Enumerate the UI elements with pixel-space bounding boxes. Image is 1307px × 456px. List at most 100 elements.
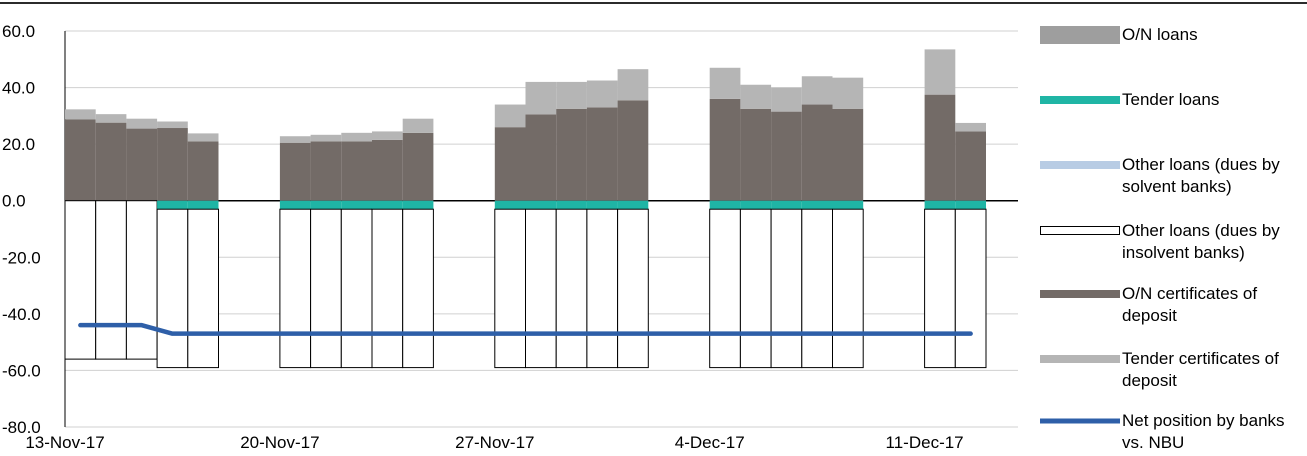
bar-tender-loans [556,200,587,210]
bar-tender-loans [740,200,772,210]
bar-tender-cd [187,133,219,142]
y-tick-label: 0.0 [2,192,26,211]
legend-label-on-loans: O/N loans [1122,25,1198,44]
bar-on-cd [586,107,618,201]
bar-tender-cd [924,49,956,95]
bar-on-cd [556,108,587,201]
x-tick-label: 27-Nov-17 [455,433,534,452]
bar-on-cd [402,132,434,201]
y-tick-label: 20.0 [2,135,35,154]
bar-other-insolvent [187,208,220,369]
bar-tender-cd [65,109,96,120]
y-tick-label: 40.0 [2,79,35,98]
bar-tender-cd [372,131,403,140]
bar-tender-loans [617,200,649,210]
bar-other-insolvent [954,208,987,369]
legend-label-other-insolvent: Other loans (dues by insolvent banks) [1122,221,1280,262]
bar-tender-loans [801,200,833,210]
bar-on-cd [709,98,741,201]
legend-label-other-solvent: Other loans (dues by solvent banks) [1122,155,1280,196]
y-tick-label: -40.0 [2,305,41,324]
legend-swatch-tender-cd [1040,344,1120,376]
bar-on-cd [65,119,96,201]
bar-other-insolvent [801,208,833,369]
bar-tender-cd [279,136,311,143]
bar-tender-cd [157,121,188,129]
bar-on-cd [279,142,311,201]
bar-tender-cd [740,84,772,109]
bar-tender-loans [372,200,403,210]
legend-item-other-insolvent: Other loans (dues by insolvent banks) [1040,216,1300,264]
bar-tender-loans [832,200,864,210]
legend-label-net-position: Net position by banks vs. NBU [1122,411,1285,452]
bar-on-cd [832,108,864,201]
bar-on-cd [310,141,342,201]
bar-tender-loans [586,200,618,210]
bar-other-insolvent [371,208,404,369]
bar-on-cd [955,131,986,201]
bar-tender-loans [955,200,986,210]
bar-other-insolvent [525,208,557,369]
bar-tender-cd [402,118,434,133]
bar-tender-cd [525,81,557,115]
legend-swatch-other-solvent [1040,150,1120,182]
legend-swatch-rect-tender-loans [1040,96,1120,104]
bar-on-cd [525,114,557,201]
bar-tender-cd [955,122,986,132]
bar-other-insolvent [340,208,373,369]
bar-tender-loans [525,200,557,210]
bar-on-cd [494,127,526,201]
bar-tender-loans [494,200,526,210]
bar-tender-loans [924,200,956,210]
legend-swatch-other-insolvent [1040,216,1120,248]
bar-other-insolvent [739,208,772,369]
bar-other-insolvent [64,200,97,360]
bar-on-cd [126,128,158,201]
bar-on-cd [95,122,127,201]
bar-on-cd [157,128,188,201]
bar-tender-loans [157,200,188,210]
bar-other-insolvent [709,208,741,369]
bar-tender-cd [494,104,526,128]
top-rule [0,2,1307,4]
bar-on-cd [341,141,372,201]
bar-on-cd [771,111,802,201]
net-position-line [78,322,973,336]
bar-tender-cd [341,132,372,142]
bar-other-insolvent [617,208,649,369]
x-tick-label: 13-Nov-17 [25,433,104,452]
bar-on-cd [372,139,403,201]
bar-other-insolvent [586,208,619,369]
bar-on-cd [740,108,772,201]
chart-area: 60.0 40.0 20.0 0.0 -20.0 -40.0 -60.0 -80.013-No… [2,22,1018,452]
legend-swatch-rect-other-insolvent [1040,226,1120,235]
y-tick-label: -20.0 [2,248,41,267]
bar-tender-loans [187,200,219,210]
bar-tender-cd [617,69,649,101]
bar-tender-cd [709,67,741,99]
legend-item-other-solvent: Other loans (dues by solvent banks) [1040,150,1300,198]
bar-other-insolvent [402,208,434,369]
x-tick-label: 20-Nov-17 [240,433,319,452]
bar-tender-cd [95,114,127,123]
bar-other-insolvent [95,200,127,360]
legend-item-tender-loans: Tender loans [1040,85,1300,117]
bar-tender-cd [832,77,864,109]
bar-tender-cd [801,76,833,105]
bar-tender-loans [341,200,372,210]
bar-other-insolvent [279,208,312,369]
bar-tender-cd [310,134,342,142]
legend-swatch-on-loans [1040,20,1120,52]
bar-other-insolvent [832,208,864,369]
bar-other-insolvent [555,208,588,369]
y-tick-label: 60.0 [2,22,35,41]
bar-tender-cd [556,81,587,109]
legend-swatch-rect-on-loans [1040,26,1120,44]
legend-item-tender-cd: Tender certificates of deposit [1040,344,1300,392]
legend-swatch-rect-other-solvent [1040,161,1120,169]
bar-other-insolvent [494,208,526,369]
y-tick-label: -80.0 [2,418,41,437]
bar-tender-loans [709,200,741,210]
bar-on-cd [617,100,649,201]
legend-label-tender-loans: Tender loans [1122,90,1220,109]
